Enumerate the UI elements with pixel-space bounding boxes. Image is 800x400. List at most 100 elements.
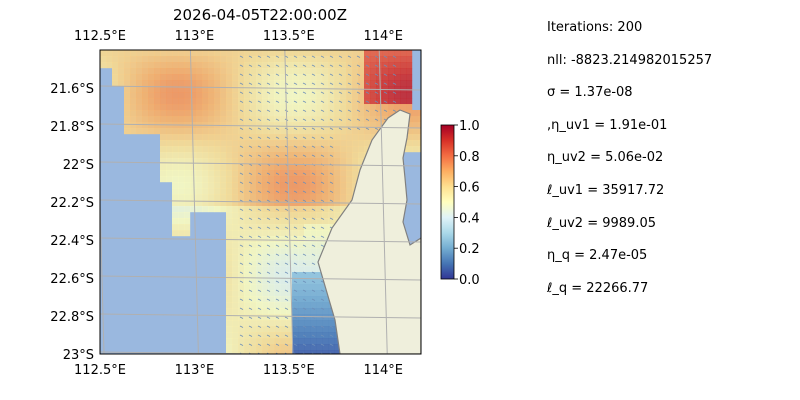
field-cell <box>292 62 299 69</box>
field-cell <box>406 92 413 99</box>
field-cell <box>190 56 197 63</box>
current-arrow <box>257 100 262 103</box>
field-cell <box>226 104 233 111</box>
current-arrow <box>347 91 352 94</box>
y-tick-label: 21.8°S <box>50 120 94 135</box>
field-cell <box>154 56 161 63</box>
current-arrow <box>293 280 298 283</box>
current-arrow <box>293 181 298 184</box>
field-cell <box>334 164 341 171</box>
field-cell <box>316 302 323 309</box>
field-cell <box>298 116 305 123</box>
field-cell <box>328 122 335 129</box>
field-cell <box>352 92 359 99</box>
current-arrow <box>266 181 271 184</box>
field-cell <box>226 170 233 177</box>
field-cell <box>268 98 275 105</box>
field-cell <box>298 320 305 327</box>
field-cell <box>244 134 251 141</box>
field-cell <box>160 176 167 183</box>
field-cell <box>322 350 329 354</box>
current-arrow <box>293 325 298 328</box>
field-cell <box>370 50 377 57</box>
field-cell <box>136 92 143 99</box>
field-cell <box>184 200 191 207</box>
field-cell <box>406 104 413 111</box>
y-tick-label: 22.4°S <box>50 234 94 249</box>
field-cell <box>280 320 287 327</box>
field-cell <box>268 194 275 201</box>
field-cell <box>226 224 233 231</box>
field-cell <box>352 158 359 165</box>
current-arrow <box>284 262 289 265</box>
current-arrow <box>266 325 271 328</box>
current-arrow <box>374 82 379 85</box>
field-cell <box>358 158 365 165</box>
field-cell <box>244 236 251 243</box>
field-cell <box>262 182 269 189</box>
field-cell <box>292 146 299 153</box>
x-tick-label-bottom: 112.5°E <box>74 363 126 378</box>
field-cell <box>100 62 107 69</box>
field-cell <box>364 134 371 141</box>
current-arrow <box>320 181 325 184</box>
field-cell <box>208 98 215 105</box>
field-cell <box>358 128 365 135</box>
field-cell <box>214 140 221 147</box>
current-arrow <box>248 262 253 265</box>
field-cell <box>298 272 305 279</box>
field-cell <box>160 134 167 141</box>
param-eta-q: η_q = 2.47e-05 <box>547 248 648 264</box>
field-cell <box>244 98 251 105</box>
field-cell <box>328 98 335 105</box>
field-cell <box>250 260 257 267</box>
field-cell <box>256 134 263 141</box>
field-cell <box>166 128 173 135</box>
field-cell <box>322 122 329 129</box>
field-cell <box>286 314 293 321</box>
current-arrow <box>347 118 352 121</box>
current-arrow <box>365 118 370 121</box>
field-cell <box>196 110 203 117</box>
field-cell <box>196 80 203 87</box>
field-cell <box>238 272 245 279</box>
field-cell <box>190 110 197 117</box>
field-cell <box>172 68 179 75</box>
field-cell <box>316 290 323 297</box>
current-arrow <box>329 145 334 148</box>
field-cell <box>292 230 299 237</box>
field-cell <box>232 116 239 123</box>
field-cell <box>310 152 317 159</box>
current-arrow <box>302 307 307 310</box>
field-cell <box>298 218 305 225</box>
current-arrow <box>383 55 388 58</box>
field-cell <box>304 236 311 243</box>
field-cell <box>310 104 317 111</box>
field-cell <box>280 92 287 99</box>
field-cell <box>370 68 377 75</box>
field-cell <box>340 122 347 129</box>
field-cell <box>166 146 173 153</box>
field-cell <box>274 68 281 75</box>
field-cell <box>340 158 347 165</box>
colorbar-tick-label: 0.8 <box>459 150 480 165</box>
field-cell <box>262 350 269 354</box>
field-cell <box>304 260 311 267</box>
field-cell <box>388 98 395 105</box>
field-cell <box>316 146 323 153</box>
field-cell <box>154 116 161 123</box>
field-cell <box>190 86 197 93</box>
field-cell <box>334 146 341 153</box>
field-cell <box>310 194 317 201</box>
field-cell <box>328 326 335 333</box>
field-cell <box>340 50 347 57</box>
field-cell <box>280 332 287 339</box>
field-cell <box>214 188 221 195</box>
field-cell <box>250 284 257 291</box>
field-cell <box>322 134 329 141</box>
field-cell <box>322 320 329 327</box>
field-cell <box>250 320 257 327</box>
field-cell <box>328 218 335 225</box>
field-cell <box>370 62 377 69</box>
field-cell <box>346 74 353 81</box>
